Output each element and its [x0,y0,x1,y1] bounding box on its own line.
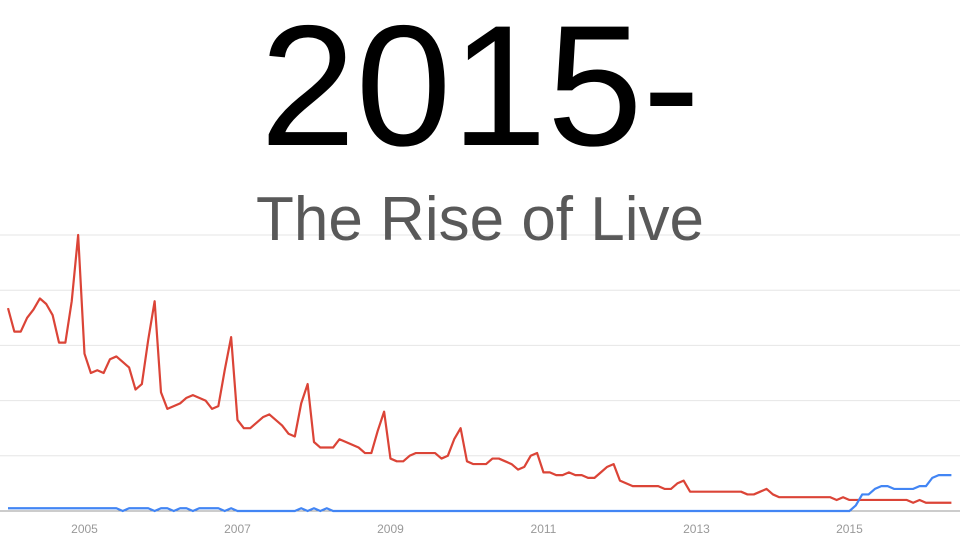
slide-title: 2015- [260,0,700,182]
x-tick-label: 2011 [531,522,557,536]
x-tick-label: 2007 [224,522,251,536]
series-line [6,233,952,504]
series-line [8,474,952,513]
x-tick-label: 2013 [683,522,710,536]
plot: 2005 2007 2009 2011 2013 2015 [0,233,960,536]
slide-subtitle: The Rise of Live [256,185,704,254]
x-tick-label: 2005 [71,522,98,536]
x-tick-label: 2009 [377,522,404,536]
x-tick-label: 2015 [836,522,863,536]
